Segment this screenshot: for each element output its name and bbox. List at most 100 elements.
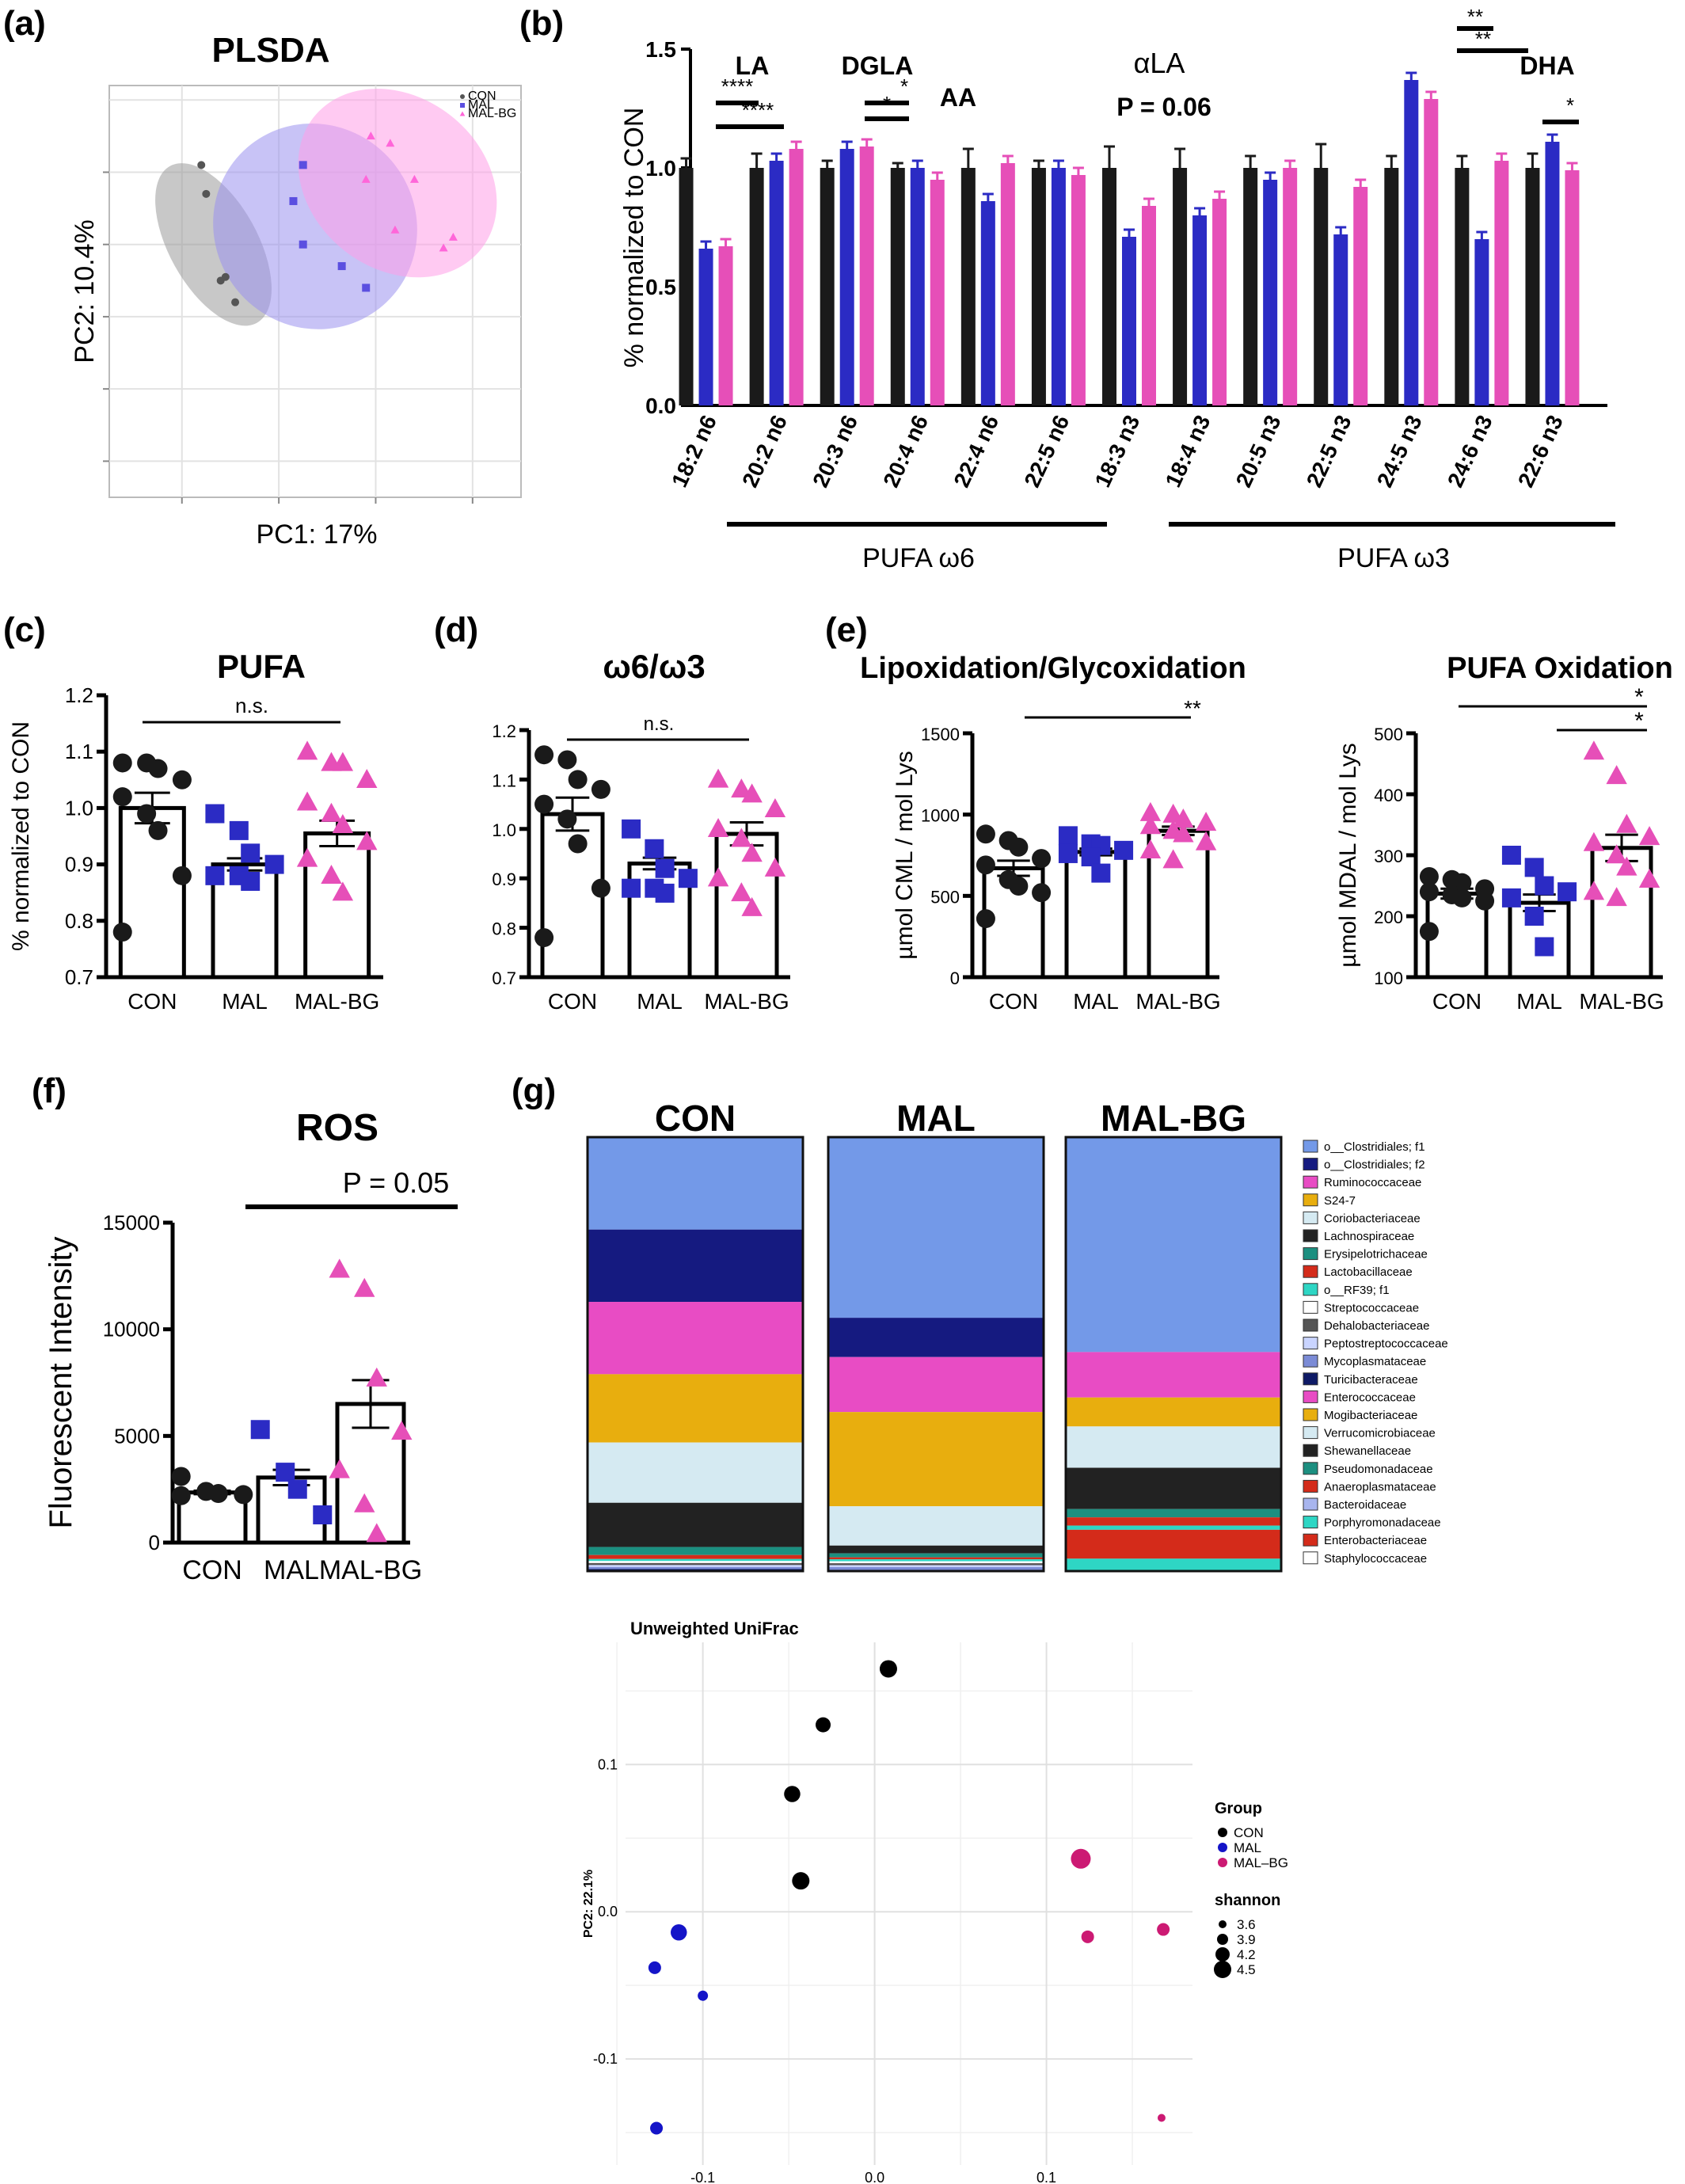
- data-point: [1032, 849, 1052, 869]
- plsda-point: [390, 225, 400, 234]
- unifrac-xtick-label: 0.0: [865, 2170, 884, 2184]
- unifrac-legend-dot: [1218, 1828, 1227, 1837]
- data-point: [1032, 883, 1052, 903]
- data-point: [329, 1258, 350, 1278]
- plsda-title: PLSDA: [211, 31, 329, 70]
- unifrac-size-label: 4.2: [1237, 1947, 1256, 1962]
- fa-category-label: 20:2 n6: [737, 411, 792, 491]
- taxa-legend-swatch: [1303, 1265, 1318, 1278]
- unifrac-legend-label: MAL: [1234, 1840, 1261, 1855]
- y-tick-label: 1.0: [492, 820, 516, 840]
- unifrac-legend-label: MAL–BG: [1234, 1855, 1288, 1870]
- sig-label: **: [1184, 696, 1201, 721]
- data-point: [1162, 849, 1184, 869]
- data-point: [655, 883, 675, 903]
- y-tick-label: 500: [930, 887, 960, 907]
- fa-category-label: 20:3 n6: [808, 411, 862, 491]
- fa-bar-MAL-BG: [930, 180, 945, 405]
- fa-bar-CON: [1384, 168, 1399, 405]
- data-point: [332, 813, 354, 833]
- taxa-segment: [588, 1502, 803, 1547]
- unifrac-size-label: 3.9: [1237, 1932, 1256, 1947]
- data-point: [568, 770, 588, 790]
- data-point: [112, 787, 132, 807]
- unifrac-point: [671, 1924, 687, 1941]
- data-point: [1009, 837, 1029, 857]
- unifrac-size-dot: [1215, 1947, 1230, 1961]
- fa-bar-MAL-BG: [1283, 168, 1298, 405]
- y-tick-label: 1500: [921, 725, 960, 744]
- data-point: [731, 828, 752, 847]
- plsda-xlabel: PC1: 17%: [256, 519, 377, 550]
- panel-label-e: (e): [825, 611, 868, 649]
- plsda-legend-label: MAL: [468, 98, 494, 112]
- data-point: [205, 804, 225, 824]
- fa-category-label: 22:6 n3: [1513, 411, 1568, 491]
- fa-bar-CON: [820, 168, 835, 405]
- data-point: [1583, 831, 1605, 851]
- data-point: [1173, 809, 1194, 828]
- category-label: CON: [989, 989, 1038, 1014]
- y-tick-label: 10000: [103, 1318, 160, 1341]
- fa-bar-MAL-BG: [1000, 163, 1015, 405]
- panel-title: ω6/ω3: [603, 648, 705, 685]
- taxa-segment: [828, 1553, 1044, 1558]
- category-label: MAL-BG: [319, 1555, 422, 1585]
- data-point: [764, 857, 786, 877]
- fa-bar-MAL: [910, 168, 925, 405]
- fa-bar-CON: [1031, 168, 1046, 405]
- taxa-legend-swatch: [1303, 1193, 1318, 1207]
- taxa-legend-swatch: [1303, 1497, 1318, 1511]
- data-point: [234, 1485, 253, 1505]
- fatty-acid-ylabel: % normalized to CON: [619, 108, 649, 368]
- fa-category-label: 20:4 n6: [878, 411, 933, 491]
- pufa-oxidation-panel: PUFA Oxidation 100 200 300 400 500 µmol MDAL /…: [1335, 652, 1673, 1014]
- data-point: [148, 820, 168, 840]
- y-tick-label: 0: [149, 1531, 160, 1554]
- panel-title: PUFA: [217, 648, 306, 685]
- data-point: [276, 1463, 295, 1482]
- plsda-point: [221, 272, 230, 281]
- plsda-ellipses: [155, 89, 497, 329]
- plsda-points: [197, 131, 458, 306]
- data-point: [241, 843, 261, 863]
- fa-annotation: DHA: [1520, 51, 1574, 80]
- data-point: [741, 783, 763, 803]
- taxa-legend-swatch: [1303, 1283, 1318, 1296]
- data-point: [1058, 843, 1078, 863]
- fa-sig-star: **: [1475, 27, 1491, 51]
- taxa-legend-label: Streptococcaceae: [1324, 1301, 1419, 1315]
- taxa-column-frame: [827, 1136, 1045, 1573]
- fa-bar-MAL: [1404, 80, 1419, 405]
- taxa-legend-swatch: [1303, 1175, 1318, 1189]
- unifrac-plot-area: [626, 1642, 1192, 2165]
- data-point: [366, 1367, 387, 1387]
- taxa-column-title: MAL-BG: [1101, 1098, 1246, 1139]
- data-point: [171, 1467, 191, 1486]
- fa-bar-CON: [960, 168, 976, 405]
- plsda-point: [197, 161, 206, 169]
- taxa-legend-label: Lactobacillaceae: [1324, 1265, 1413, 1279]
- taxa-legend-label: Enterococcaceae: [1324, 1391, 1416, 1404]
- unifrac-point: [1071, 1848, 1091, 1869]
- taxa-legend-label: Porphyromonadaceae: [1324, 1516, 1441, 1530]
- taxa-column-title: CON: [655, 1098, 736, 1139]
- data-point: [1195, 831, 1217, 850]
- fa-ytick-label: 1.0: [645, 156, 676, 181]
- y-axis-label: µmol MDAL / mol Lys: [1335, 743, 1361, 967]
- data-point: [1638, 826, 1660, 846]
- fa-bar-MAL: [1263, 180, 1278, 405]
- taxa-segment: [828, 1506, 1044, 1546]
- taxa-legend-swatch: [1303, 1533, 1318, 1547]
- taxa-segment: [588, 1137, 803, 1230]
- plsda-legend-label: MAL-BG: [468, 107, 516, 120]
- y-tick-label: 0.8: [65, 909, 93, 933]
- data-point: [1475, 891, 1495, 911]
- plsda-point: [439, 243, 448, 252]
- data-point: [332, 881, 354, 901]
- data-point: [313, 1505, 333, 1524]
- y-tick-label: 0.7: [492, 968, 516, 988]
- data-point: [1583, 740, 1605, 760]
- data-point: [171, 1486, 191, 1505]
- taxa-segment: [588, 1565, 803, 1567]
